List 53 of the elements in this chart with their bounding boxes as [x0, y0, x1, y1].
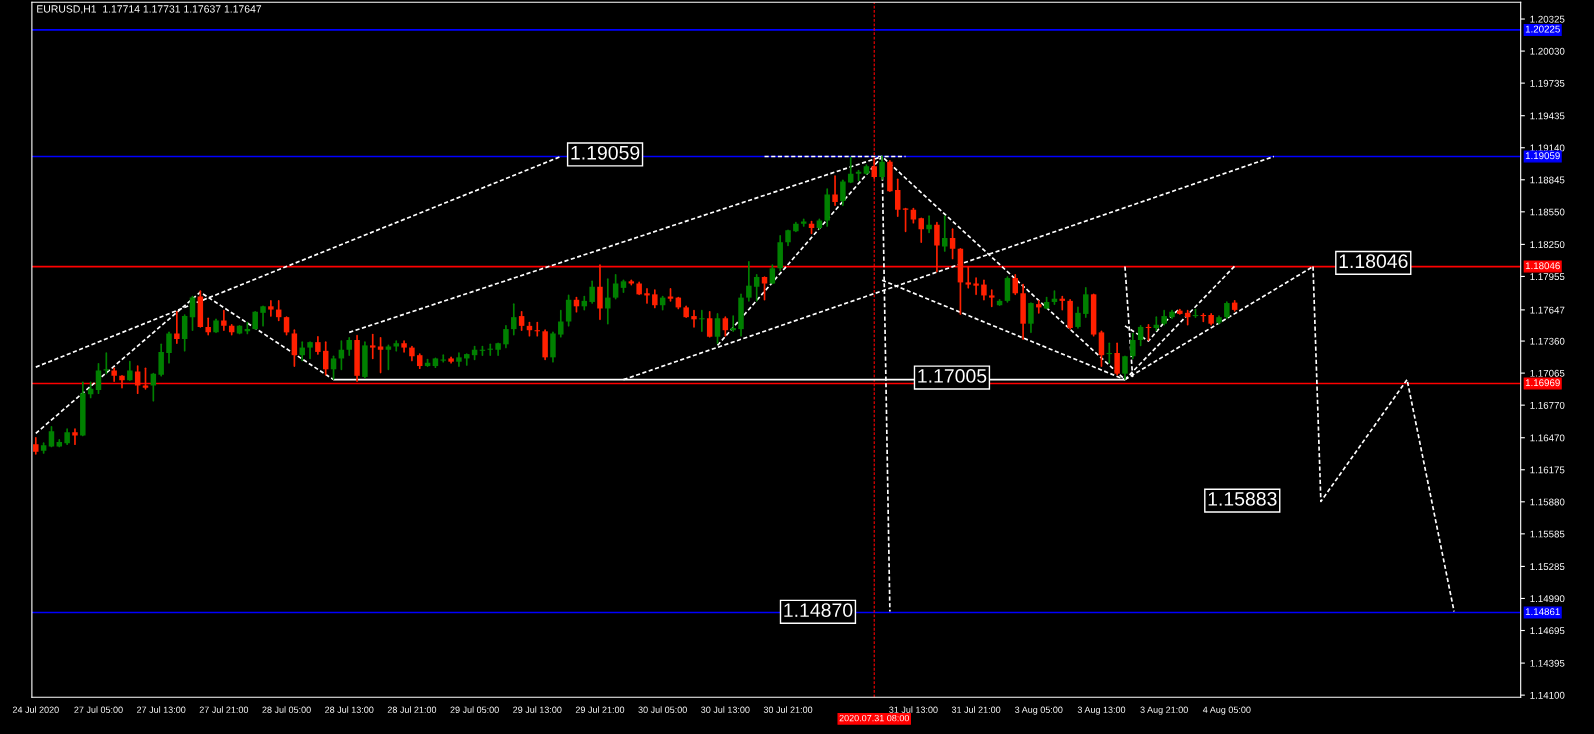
x-tick-label: 30 Jul 13:00: [701, 706, 750, 713]
y-tick-label: 1.17065: [1530, 369, 1565, 377]
y-tick-label: 1.18250: [1530, 241, 1565, 249]
x-tick-label: 2020.07.31 08:00: [839, 714, 910, 722]
text: 1.19059: [1525, 152, 1560, 160]
ref-line-label: 1.18046: [1339, 254, 1408, 269]
ref-line-label: 1.19059: [571, 145, 640, 160]
x-tick-label: 30 Jul 05:00: [638, 706, 687, 713]
y-tick-label: 1.14100: [1530, 691, 1565, 699]
ref-line-label: 1.16969: [1525, 379, 1560, 387]
ref-line-label: 1.20225: [1525, 25, 1560, 33]
y-tick-label: 1.15285: [1530, 563, 1565, 571]
x-tick-label: 3 Aug 13:00: [1077, 706, 1126, 715]
x-tick-label: 28 Jul 05:00: [262, 706, 311, 713]
y-tick-label: 1.17360: [1530, 337, 1565, 345]
x-tick-label: 29 Jul 21:00: [575, 706, 625, 713]
x-tick-label: 4 Aug 05:00: [1202, 706, 1251, 715]
annotation: 1.14870: [784, 603, 853, 618]
x-tick-label: 28 Jul 13:00: [325, 706, 374, 713]
y-tick-label: 1.17955: [1530, 273, 1565, 281]
x-tick-label: 27 Jul 21:00: [199, 706, 249, 713]
text: 1.18046: [1525, 262, 1560, 270]
x-tick-label: 3 Aug 05:00: [1015, 706, 1063, 715]
y-tick-label: 1.18550: [1530, 208, 1565, 216]
y-tick-label: 1.19735: [1530, 79, 1565, 87]
y-tick-label: 1.19140: [1530, 144, 1565, 152]
x-tick-label: 31 Jul 21:00: [951, 706, 1001, 713]
annotation: 1.17005: [918, 369, 987, 383]
x-tick-label: 29 Jul 05:00: [450, 706, 499, 713]
y-tick-label: 1.16175: [1530, 466, 1565, 474]
x-tick-label: 28 Jul 21:00: [387, 706, 437, 713]
x-tick-label: 29 Jul 13:00: [513, 706, 562, 713]
x-tick-label: 30 Jul 21:00: [763, 706, 813, 713]
y-tick-label: 1.15585: [1530, 530, 1565, 538]
y-tick-label: 1.14395: [1530, 659, 1565, 667]
ref-line-label: 1.14861: [1525, 608, 1560, 616]
x-tick-label: 3 Aug 21:00: [1140, 706, 1188, 715]
y-tick-label: 1.20030: [1530, 47, 1565, 55]
y-tick-label: 1.14695: [1530, 627, 1565, 635]
x-tick-label: 27 Jul 13:00: [137, 706, 186, 713]
y-tick-label: 1.16770: [1530, 401, 1565, 409]
x-tick-label: 31 Jul 13:00: [889, 706, 938, 713]
x-tick-label: 24 Jul 2020: [12, 706, 59, 713]
y-tick-label: 1.19435: [1530, 112, 1565, 120]
annotation: 1.15883: [1208, 492, 1277, 506]
y-tick-label: 1.20325: [1530, 15, 1565, 23]
y-tick-label: 1.16470: [1530, 434, 1565, 442]
y-tick-label: 1.15880: [1530, 498, 1565, 506]
x-tick-label: 27 Jul 05:00: [74, 706, 123, 713]
y-tick-label: 1.18845: [1530, 176, 1565, 184]
y-tick-label: 1.17647: [1530, 306, 1565, 314]
chart-title: EURUSD,H1 1.17714 1.17731 1.17637 1.17647: [37, 5, 262, 14]
y-tick-label: 1.14990: [1530, 595, 1565, 603]
